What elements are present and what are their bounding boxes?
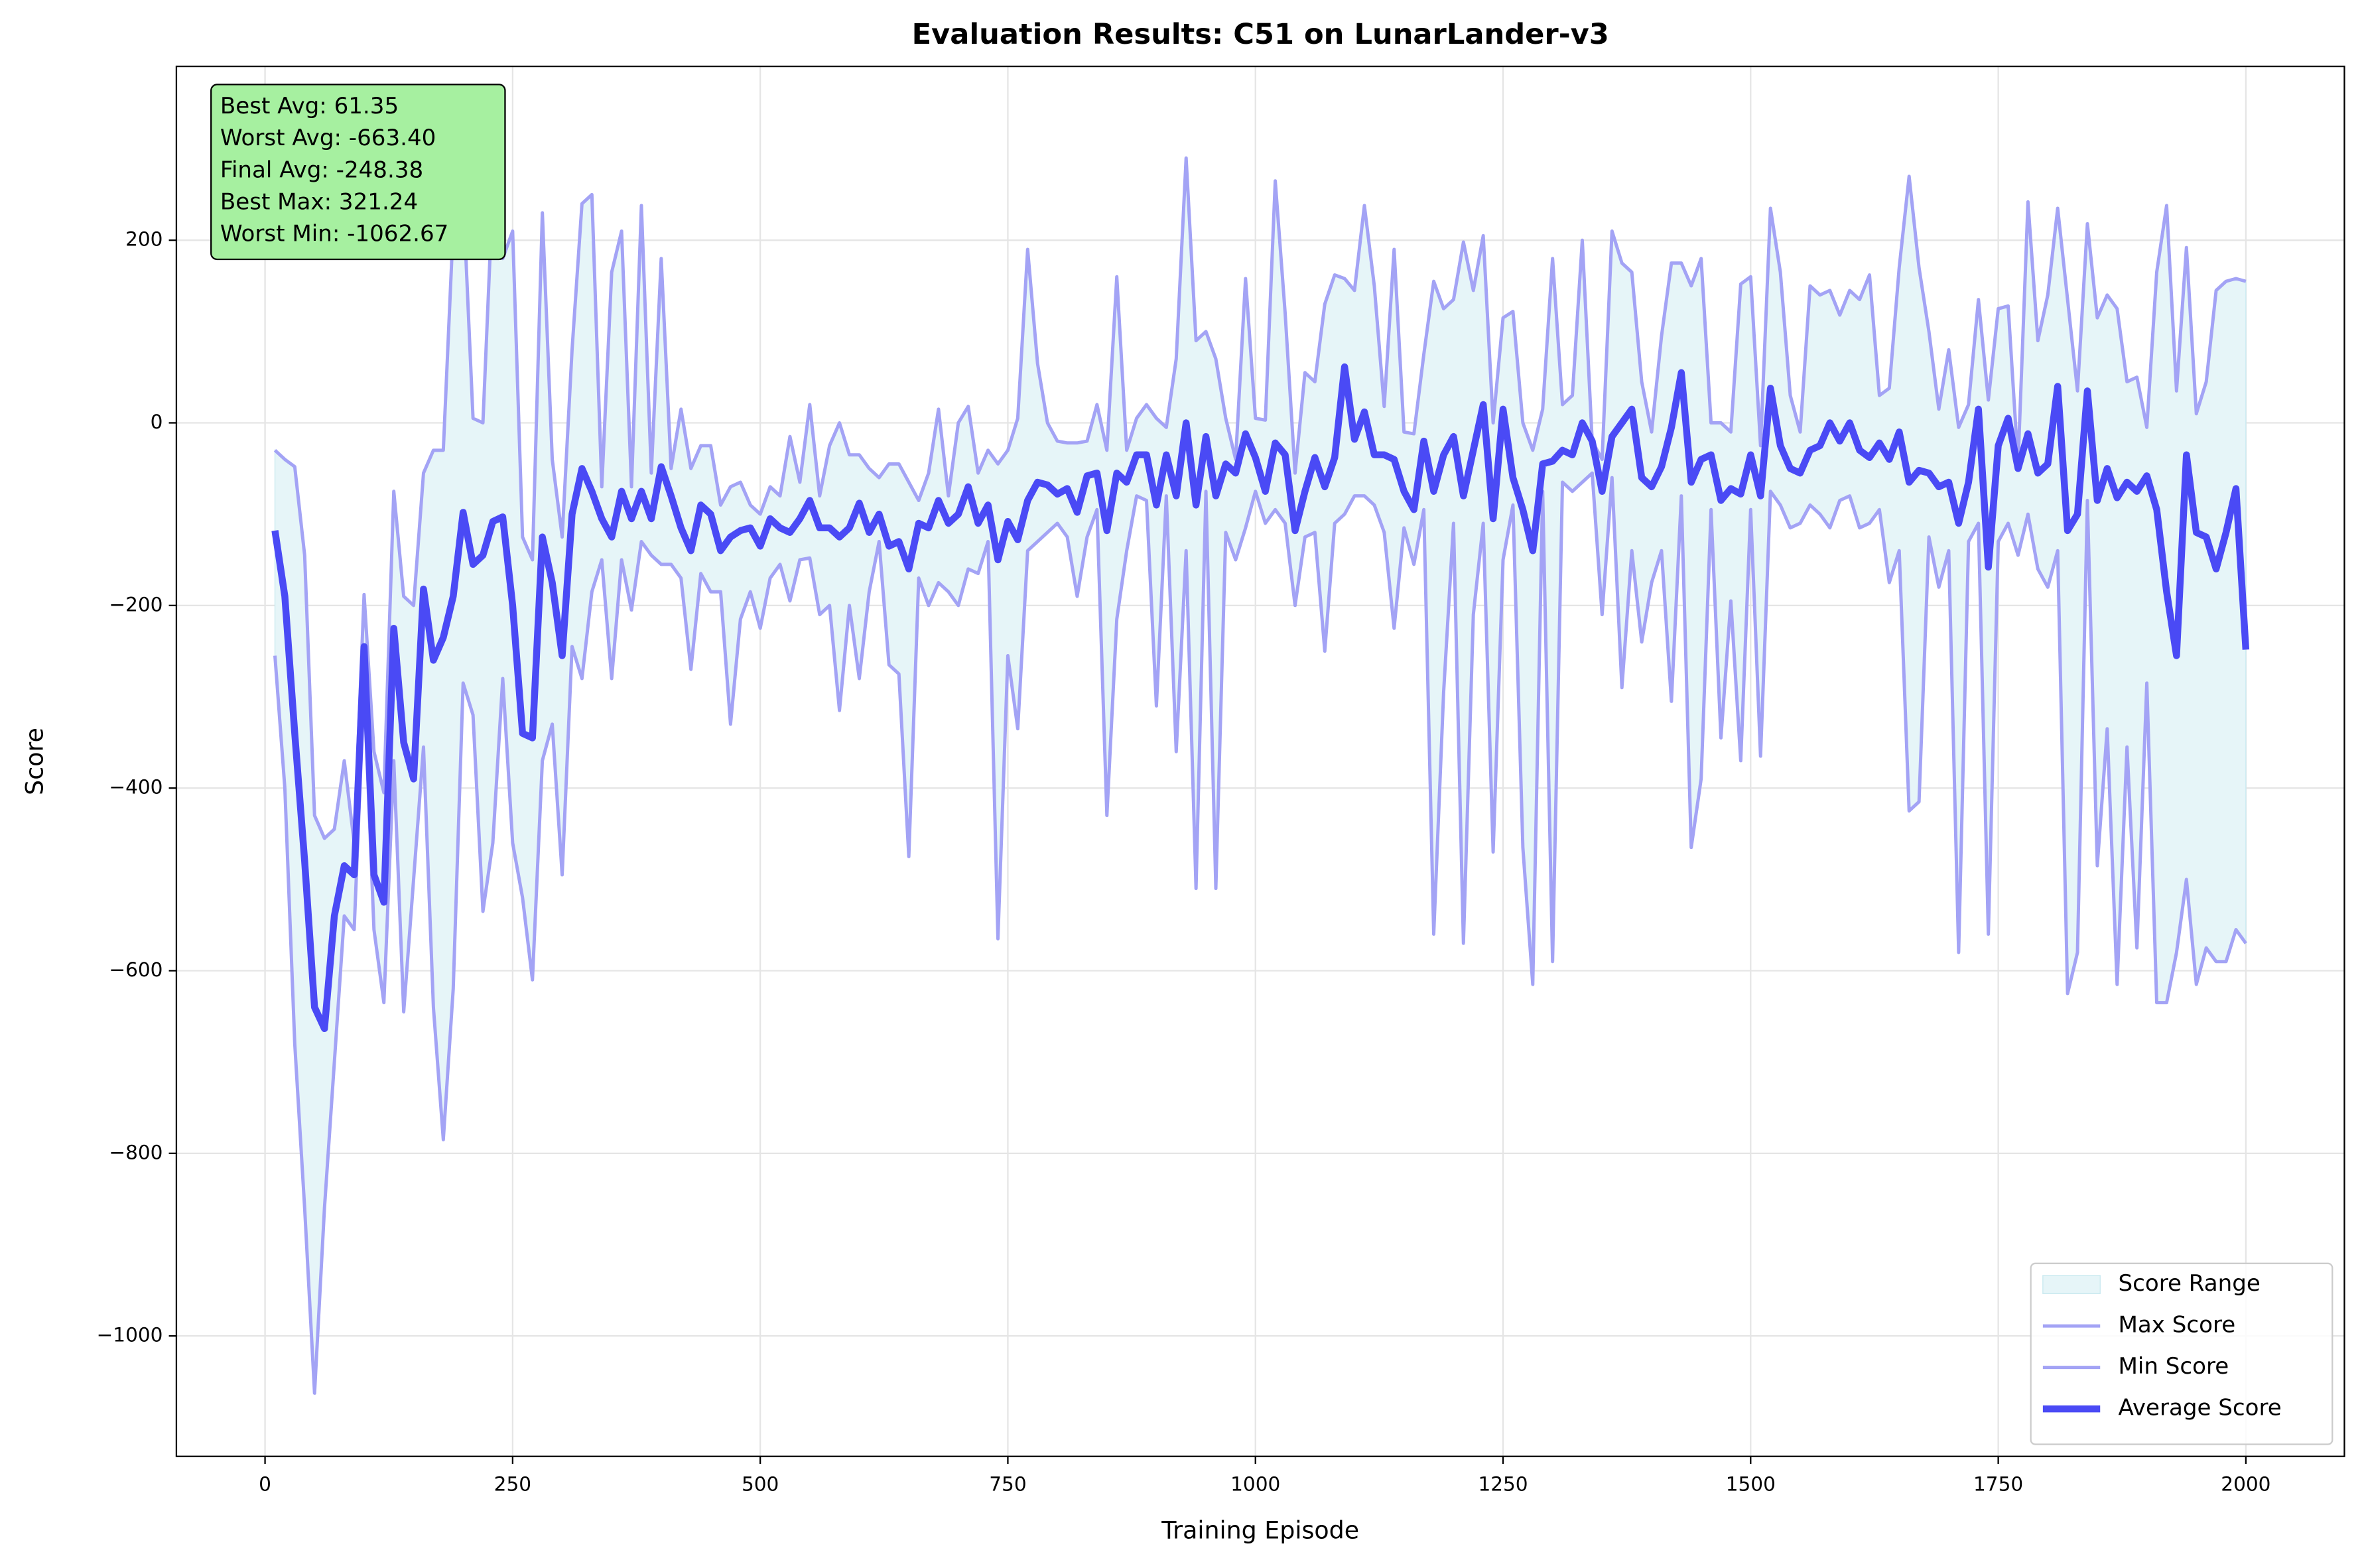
stats-line: Worst Avg: -663.40 — [220, 125, 436, 151]
stats-line: Best Avg: 61.35 — [220, 93, 399, 119]
legend-label: Average Score — [2119, 1395, 2282, 1421]
x-tick-label: 250 — [494, 1472, 531, 1495]
x-axis-label: Training Episode — [1161, 1516, 1359, 1544]
x-tick-label: 1750 — [1973, 1472, 2023, 1495]
x-tick-label: 500 — [742, 1472, 779, 1495]
axes-frame — [175, 65, 2345, 1457]
series-line — [271, 363, 2250, 1033]
y-tick-label: −200 — [109, 593, 163, 616]
x-tick-label: 1000 — [1230, 1472, 1280, 1495]
stats-line: Worst Min: -1062.67 — [220, 221, 449, 247]
x-tick-label: 2000 — [2221, 1472, 2270, 1495]
y-tick-label: 200 — [125, 228, 163, 251]
stats-line: Best Max: 321.24 — [220, 189, 418, 216]
legend-box — [2030, 1262, 2333, 1445]
stats-box-bg — [210, 84, 506, 261]
y-tick-label: 0 — [151, 411, 163, 433]
y-axis-label: Score — [21, 728, 49, 795]
x-tick-label: 1250 — [1478, 1472, 1528, 1495]
y-tick-label: −400 — [109, 776, 163, 799]
legend-label: Max Score — [2119, 1312, 2236, 1339]
y-tick-label: −1000 — [97, 1324, 163, 1346]
legend: Score Range Max Score Min Score Average Sco… — [2030, 1262, 2333, 1445]
ticks: 0 250 500 750 1000 1250 1500 1750 2000−1000−800−… — [97, 228, 2271, 1496]
series-line — [273, 156, 2247, 845]
x-tick-label: 1500 — [1726, 1472, 1776, 1495]
legend-label: Score Range — [2119, 1270, 2261, 1297]
series-line — [273, 471, 2247, 1395]
legend-swatch — [2042, 1275, 2101, 1294]
y-tick-label: −800 — [109, 1141, 163, 1163]
stats-line: Final Avg: -248.38 — [220, 157, 423, 183]
stats-box: Best Avg: 61.35 Worst Avg: -663.40 Final A… — [210, 84, 506, 261]
y-tick-label: −600 — [109, 958, 163, 981]
chart-title: Evaluation Results: C51 on LunarLander-v… — [912, 18, 1609, 51]
plot-area — [271, 156, 2250, 1395]
x-tick-label: 0 — [259, 1472, 271, 1495]
legend-label: Min Score — [2119, 1353, 2229, 1380]
x-tick-label: 750 — [989, 1472, 1026, 1495]
